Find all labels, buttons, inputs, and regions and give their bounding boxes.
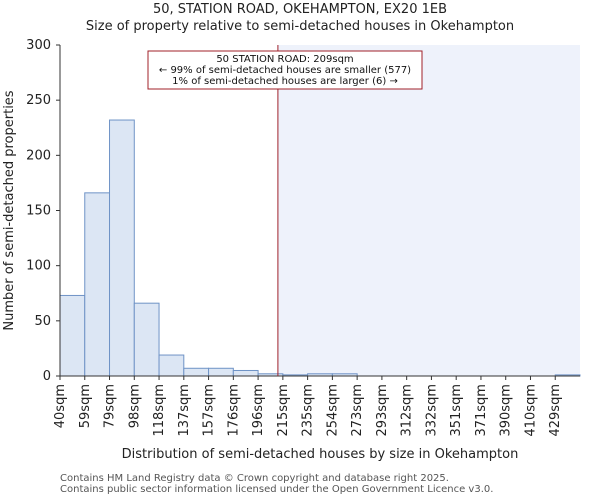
x-tick-label: 98sqm <box>127 384 142 428</box>
chart-title: 50, STATION ROAD, OKEHAMPTON, EX20 1EB <box>153 2 447 17</box>
x-tick-label: 293sqm <box>375 384 390 437</box>
annotation-larger: 1% of semi-detached houses are larger (6… <box>172 76 398 87</box>
annotation-title: 50 STATION ROAD: 209sqm <box>216 54 353 65</box>
x-tick-label: 429sqm <box>548 384 563 437</box>
x-tick-label: 137sqm <box>177 384 192 437</box>
x-tick-label: 40sqm <box>53 384 68 428</box>
histogram-bar <box>158 354 185 377</box>
y-tick-label: 150 <box>26 204 51 219</box>
x-tick-label: 59sqm <box>78 384 93 428</box>
x-tick-label: 312sqm <box>400 384 415 437</box>
x-tick-label: 235sqm <box>301 384 316 437</box>
x-tick-label: 410sqm <box>523 384 538 437</box>
histogram-bar <box>232 369 259 377</box>
x-tick-label: 176sqm <box>226 384 241 437</box>
x-axis-title: Distribution of semi-detached houses by … <box>122 447 519 462</box>
x-tick-label: 196sqm <box>251 384 266 437</box>
y-tick-label: 0 <box>43 369 51 384</box>
footer-line-1: Contains HM Land Registry data © Crown c… <box>60 473 449 484</box>
x-tick-label: 215sqm <box>276 384 291 437</box>
x-tick-label: 254sqm <box>325 384 340 437</box>
annotation-box <box>147 50 423 90</box>
histogram-bar <box>183 367 210 377</box>
x-tick-label: 273sqm <box>350 384 365 437</box>
x-tick-label: 157sqm <box>202 384 217 437</box>
y-tick-label: 250 <box>26 93 51 108</box>
highlight-region <box>277 45 580 376</box>
y-tick-label: 200 <box>26 148 51 163</box>
y-tick-label: 50 <box>34 314 51 329</box>
y-axis-title: Number of semi-detached properties <box>2 90 17 330</box>
x-tick-label: 118sqm <box>152 384 167 437</box>
histogram-bar <box>109 119 135 377</box>
x-tick-label: 351sqm <box>449 384 464 437</box>
histogram-bar <box>133 302 160 377</box>
x-tick-label: 79sqm <box>103 384 118 428</box>
x-tick-label: 390sqm <box>499 384 514 437</box>
histogram-bar <box>208 367 234 377</box>
x-tick-label: 371sqm <box>474 384 489 437</box>
histogram-bar <box>84 192 111 377</box>
x-tick-label: 332sqm <box>424 384 439 437</box>
histogram-bar <box>59 294 86 377</box>
footer-line-2: Contains public sector information licen… <box>60 484 494 495</box>
chart-subtitle: Size of property relative to semi-detach… <box>85 19 515 34</box>
y-tick-label: 100 <box>26 259 51 274</box>
annotation-smaller: ← 99% of semi-detached houses are smalle… <box>159 65 411 76</box>
y-tick-label: 300 <box>26 38 51 53</box>
